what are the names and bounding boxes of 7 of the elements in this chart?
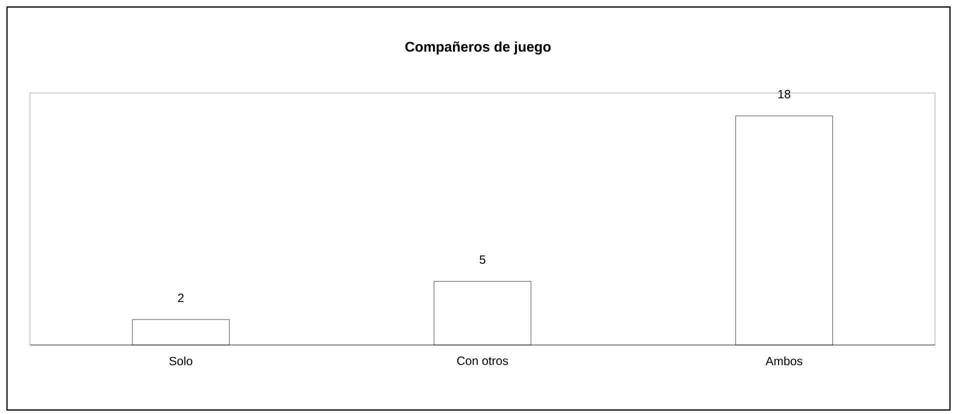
x-tick-label: Ambos <box>766 356 802 366</box>
data-label: 18 <box>778 90 790 98</box>
chart-title: Compañeros de juego <box>405 41 551 55</box>
data-label: 2 <box>178 294 184 302</box>
x-tick-label: Solo <box>169 356 192 366</box>
data-label: 5 <box>480 256 486 264</box>
x-tick-label: Con otros <box>457 356 508 365</box>
